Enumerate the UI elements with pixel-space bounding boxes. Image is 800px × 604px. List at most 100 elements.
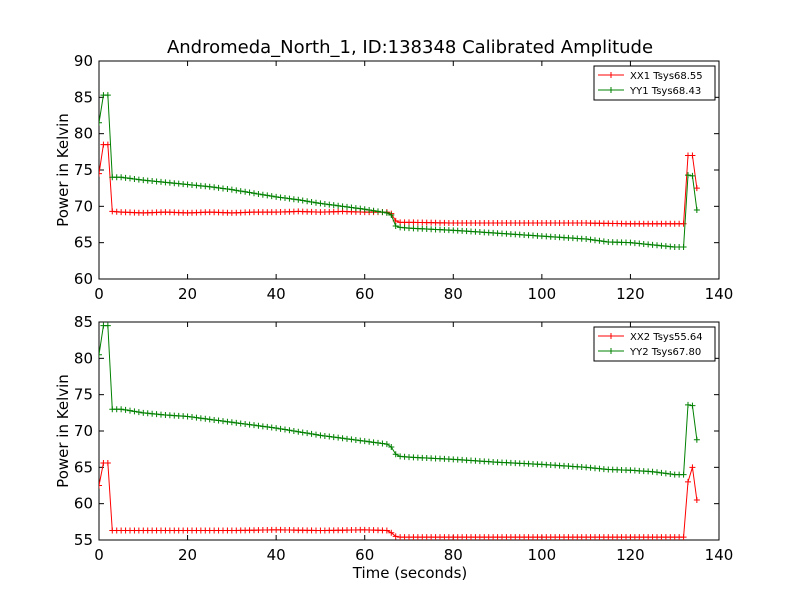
data-point xyxy=(383,527,390,534)
data-point xyxy=(264,192,271,199)
data-point xyxy=(330,202,337,209)
data-point xyxy=(273,425,280,432)
y-axis-label: Power in Kelvin xyxy=(54,113,72,227)
bottom-panel: 0 20 40 60 80 100 120 140 55 60 65 70 75 80 85 Power in… xyxy=(54,313,733,564)
data-point xyxy=(317,200,324,207)
data-point xyxy=(592,237,598,244)
x-tick-label: 0 xyxy=(94,285,104,303)
y-tick-label: 80 xyxy=(74,349,93,367)
data-point xyxy=(127,407,133,414)
data-point xyxy=(689,152,696,159)
chart-title: Andromeda_North_1, ID:138348 Calibrated … xyxy=(167,37,653,58)
data-point xyxy=(255,190,262,197)
data-point xyxy=(352,205,359,212)
y-tick-label: 55 xyxy=(74,531,93,549)
data-point xyxy=(313,199,319,206)
data-point xyxy=(392,222,399,229)
data-point xyxy=(383,441,390,448)
data-point xyxy=(228,419,235,426)
x-tick-label: 120 xyxy=(616,546,645,564)
y-tick-label: 75 xyxy=(74,386,93,404)
series-2 xyxy=(99,322,700,478)
data-point xyxy=(215,417,222,424)
data-point xyxy=(600,238,607,245)
data-point xyxy=(357,205,364,212)
data-point xyxy=(282,195,288,202)
data-point xyxy=(685,478,691,485)
data-point xyxy=(184,413,191,420)
data-point xyxy=(304,198,311,205)
x-tick-label: 100 xyxy=(528,546,557,564)
data-point xyxy=(99,351,102,358)
x-tick-label: 80 xyxy=(444,546,463,564)
data-point xyxy=(375,208,381,215)
data-point xyxy=(308,430,315,437)
data-point xyxy=(277,194,284,201)
data-point xyxy=(392,451,399,458)
data-point xyxy=(335,202,342,209)
data-point xyxy=(295,196,302,203)
x-tick-label: 100 xyxy=(528,285,557,303)
data-point xyxy=(264,423,271,430)
data-point xyxy=(299,429,306,436)
y-tick-label: 80 xyxy=(74,125,93,143)
data-point xyxy=(268,424,275,431)
legend-marker xyxy=(608,348,614,354)
data-point xyxy=(654,469,660,476)
data-point xyxy=(667,471,674,478)
x-tick-label: 80 xyxy=(444,285,463,303)
y-tick-label: 60 xyxy=(74,270,93,288)
legend-marker xyxy=(608,72,614,78)
legend-box xyxy=(593,65,716,101)
data-point xyxy=(99,170,102,177)
data-point xyxy=(383,209,390,216)
data-point xyxy=(224,186,231,193)
data-point xyxy=(242,421,249,428)
data-point xyxy=(689,402,696,409)
data-point xyxy=(242,188,249,195)
data-point xyxy=(282,426,288,433)
y-axis-label: Power in Kelvin xyxy=(54,374,72,488)
data-point xyxy=(251,422,257,429)
data-point xyxy=(352,437,359,444)
data-point xyxy=(379,440,386,447)
series-1 xyxy=(99,459,700,540)
y-tick-label: 65 xyxy=(74,234,93,252)
data-point xyxy=(344,203,350,210)
data-point xyxy=(273,193,280,200)
data-point xyxy=(658,469,665,476)
data-point xyxy=(228,186,235,193)
data-point xyxy=(255,422,262,429)
data-point xyxy=(215,184,222,191)
legend-marker xyxy=(608,333,614,339)
legend-box xyxy=(593,326,716,362)
data-point xyxy=(326,433,333,440)
data-point xyxy=(237,188,244,195)
y-tick-label: 70 xyxy=(74,197,93,215)
y-tick-label: 85 xyxy=(74,313,93,331)
data-point xyxy=(202,415,209,422)
y-tick-label: 60 xyxy=(74,495,93,513)
data-point xyxy=(251,190,257,197)
data-point xyxy=(317,432,324,439)
data-point xyxy=(104,141,111,148)
data-point xyxy=(233,419,240,426)
data-point xyxy=(649,468,656,475)
y-tick-label: 85 xyxy=(74,88,93,106)
data-point xyxy=(259,423,266,430)
x-tick-label: 140 xyxy=(705,285,734,303)
data-point xyxy=(693,206,700,213)
data-point xyxy=(379,209,386,216)
data-point xyxy=(680,534,687,540)
data-point xyxy=(596,237,603,244)
data-point xyxy=(308,198,315,205)
data-point xyxy=(375,439,381,446)
y-tick-label: 75 xyxy=(74,161,93,179)
data-point xyxy=(104,92,111,99)
legend-label: YY1 Tsys68.43 xyxy=(629,86,701,97)
data-point xyxy=(99,119,102,126)
legend: XX1 Tsys68.55 YY1 Tsys68.43 xyxy=(593,65,716,101)
data-point xyxy=(348,204,355,211)
x-tick-label: 60 xyxy=(355,546,374,564)
